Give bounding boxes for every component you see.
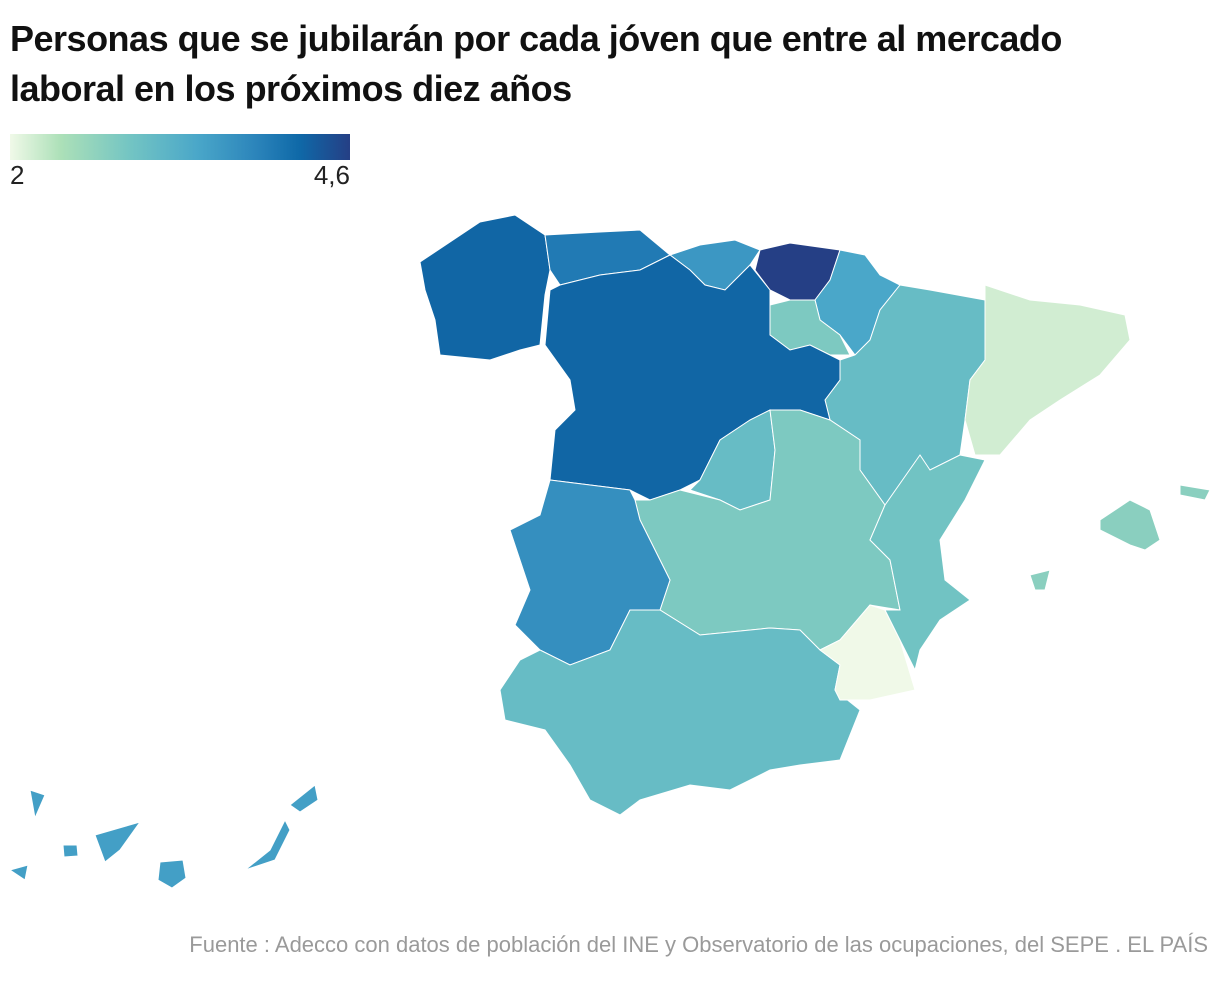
region-cataluna: [964, 284, 1131, 456]
region-shape: [1179, 484, 1211, 501]
region-shape: [94, 821, 142, 863]
region-shape: [157, 859, 187, 889]
source-footer: Fuente : Adecco con datos de población d…: [189, 932, 1208, 957]
region-comunidad-valenciana: [869, 454, 986, 672]
region-shape: [8, 864, 29, 881]
legend-min-label: 2: [10, 160, 25, 190]
region-shape: [244, 818, 291, 871]
region-shape: [964, 284, 1131, 456]
region-shape: [289, 784, 319, 813]
region-shape: [819, 604, 916, 701]
region-canarias: [8, 784, 319, 889]
color-legend: 2 4,6: [10, 134, 350, 190]
region-shape: [62, 844, 79, 858]
chart-title: Personas que se jubilarán por cada jóven…: [10, 18, 1062, 109]
region-shape: [1099, 499, 1161, 551]
region-shape: [1029, 569, 1051, 591]
legend-gradient-bar: [10, 134, 350, 160]
region-shape: [869, 454, 986, 672]
region-andalucia: [499, 609, 861, 816]
region-shape: [499, 609, 861, 816]
region-murcia: [819, 604, 916, 701]
region-shape: [419, 214, 551, 361]
region-baleares: [1029, 484, 1211, 591]
region-galicia: [419, 214, 551, 361]
legend-max-label: 4,6: [313, 160, 350, 190]
region-shape: [29, 789, 46, 820]
spain-map: [8, 214, 1211, 889]
